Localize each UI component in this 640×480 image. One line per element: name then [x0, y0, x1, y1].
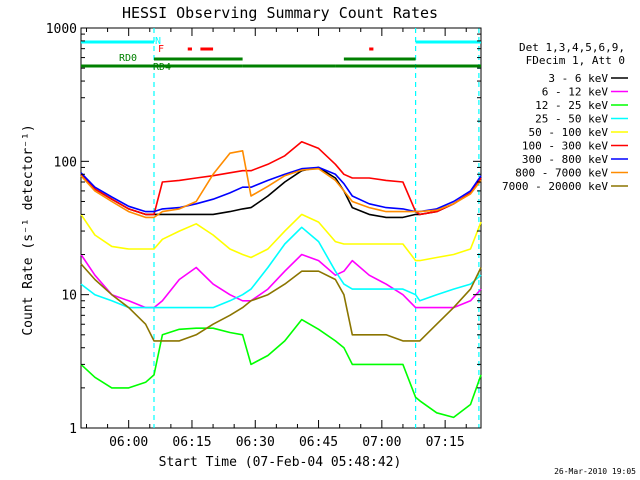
chart-title: HESSI Observing Summary Count Rates	[122, 4, 438, 22]
x-tick-label: 06:00	[109, 435, 148, 450]
x-tick-label: 06:30	[236, 435, 275, 450]
y-tick-label: 10	[61, 289, 77, 304]
legend-label: 6 - 12 keV	[542, 86, 609, 99]
series-line-7	[80, 150, 482, 219]
legend-label: 300 - 800 keV	[522, 153, 608, 166]
legend-header-1: Det 1,3,4,5,6,9,	[519, 41, 625, 54]
y-tick-label: 1000	[46, 22, 77, 37]
x-axis-label: Start Time (07-Feb-04 05:48:42)	[159, 455, 402, 470]
series-line-4	[80, 213, 482, 262]
flag-bands: NF RD0 RD4	[81, 36, 481, 73]
legend-label: 7000 - 20000 keV	[502, 180, 608, 193]
flag-rd4-label: RD4	[153, 62, 171, 73]
x-tick-label: 07:00	[362, 435, 401, 450]
flag-n-label: N	[155, 36, 161, 47]
legend-label: 25 - 50 keV	[535, 113, 608, 126]
plot-frame	[80, 27, 482, 429]
flag-rd0-label: RD0	[119, 53, 137, 64]
y-tick-label: 100	[54, 155, 77, 170]
series-line-5	[80, 141, 482, 216]
axes: 1 10 100 1000 06:00 06:15 06:30 06:45 07:00 07:15	[46, 22, 481, 450]
legend-header-2: FDecim 1, Att 0	[526, 54, 625, 67]
x-tick-label: 07:15	[426, 435, 465, 450]
legend-label: 50 - 100 keV	[529, 126, 609, 139]
legend-label: 100 - 300 keV	[522, 140, 608, 153]
timestamp: 26-Mar-2010 19:05	[554, 467, 636, 476]
legend-label: 3 - 6 keV	[548, 72, 608, 85]
series-line-2	[80, 318, 482, 419]
series-line-8	[80, 263, 482, 342]
x-tick-label: 06:15	[172, 435, 211, 450]
legend-label: 800 - 7000 keV	[515, 167, 608, 180]
legend: Det 1,3,4,5,6,9, FDecim 1, Att 0 3 - 6 k…	[502, 41, 628, 193]
legend-label: 12 - 25 keV	[535, 99, 608, 112]
y-axis-label: Count Rate (s⁻¹ detector⁻¹)	[21, 124, 36, 335]
series-layer	[80, 141, 482, 419]
flag-f-label: F	[158, 44, 164, 55]
x-tick-label: 06:45	[299, 435, 338, 450]
y-tick-label: 1	[69, 422, 77, 437]
series-line-6	[80, 166, 482, 213]
series-line-3	[80, 226, 482, 309]
